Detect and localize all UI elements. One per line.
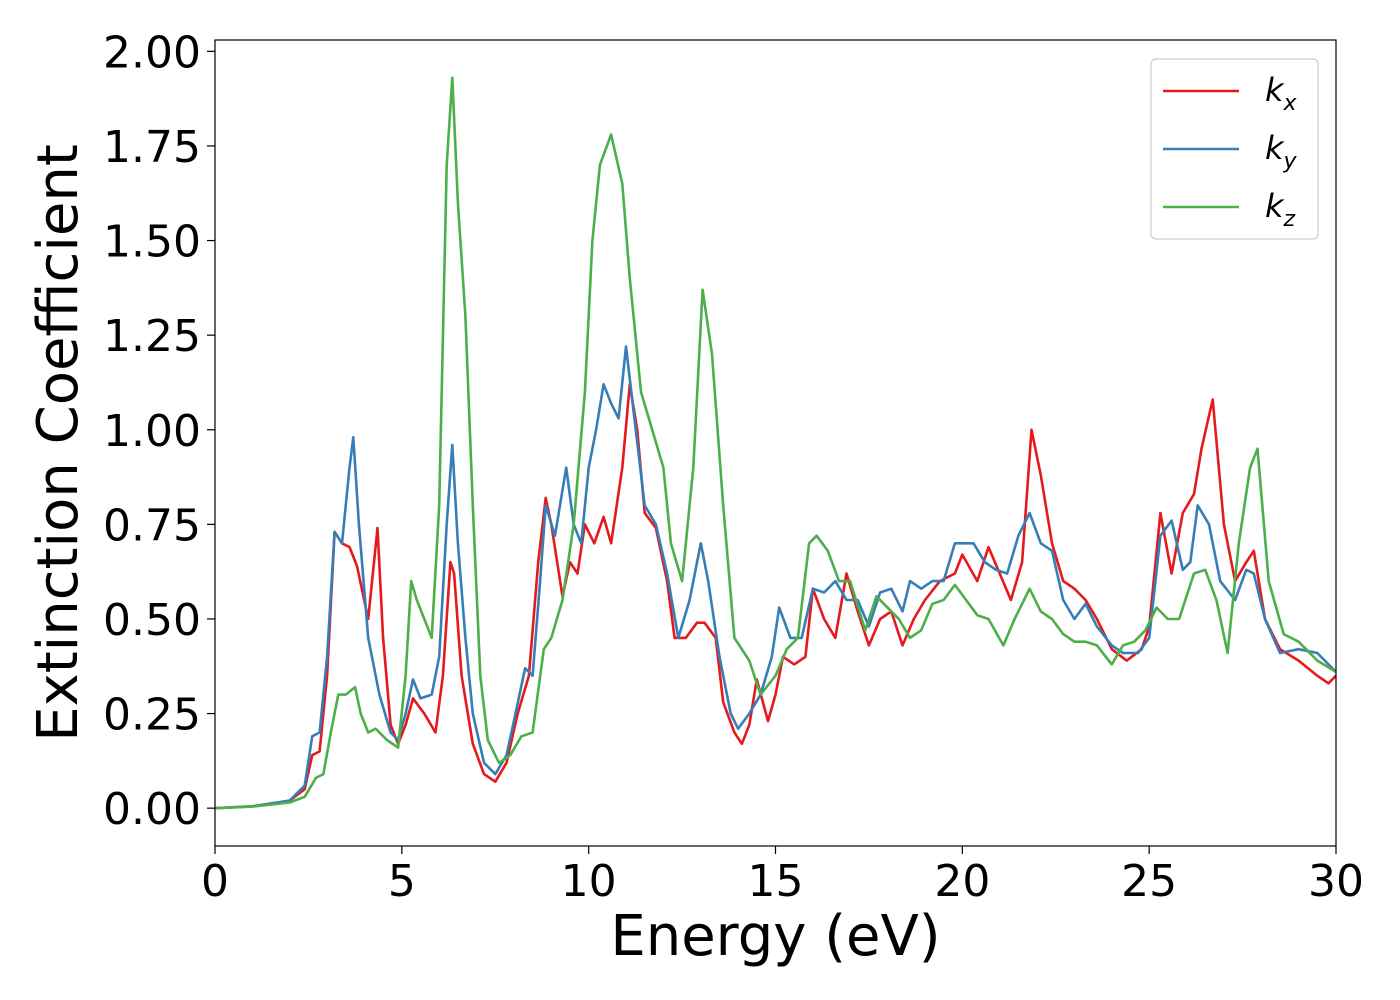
x-tick-label: 25 — [1121, 856, 1177, 907]
ticks-layer: 0 5 10 15 20 25 30 0.00 0.25 0.50 0.75 1.00 1.25 1.50… — [103, 27, 1364, 907]
y-tick-label: 1.75 — [103, 122, 201, 173]
series-line-kz — [215, 76, 1336, 810]
series-line-ky — [215, 345, 1336, 810]
y-tick-label: 1.25 — [103, 311, 201, 362]
y-tick-label: 2.00 — [103, 27, 201, 78]
y-tick-label: 1.00 — [103, 406, 201, 457]
legend-label-z: kz — [1265, 187, 1296, 232]
x-tick-label: 10 — [561, 856, 617, 907]
x-tick-label: 15 — [748, 856, 804, 907]
y-tick-label: 0.00 — [103, 784, 201, 835]
y-tick-label: 1.50 — [103, 217, 201, 268]
x-tick-label: 20 — [934, 856, 990, 907]
y-axis-title: Extinction Coefficient — [26, 144, 91, 742]
x-tick-label: 0 — [201, 856, 229, 907]
series-layer — [215, 76, 1336, 810]
y-tick-label: 0.50 — [103, 595, 201, 646]
y-tick-label: 0.25 — [103, 690, 201, 741]
x-tick-label: 30 — [1308, 856, 1364, 907]
x-axis-title: Energy (eV) — [610, 904, 940, 969]
series-line-kx — [215, 383, 1336, 810]
legend-label-y: ky — [1265, 129, 1298, 174]
y-tick-label: 0.75 — [103, 500, 201, 551]
legend: kx ky kz — [1150, 58, 1319, 240]
legend-label-x: kx — [1265, 71, 1298, 116]
x-tick-label: 5 — [388, 856, 416, 907]
